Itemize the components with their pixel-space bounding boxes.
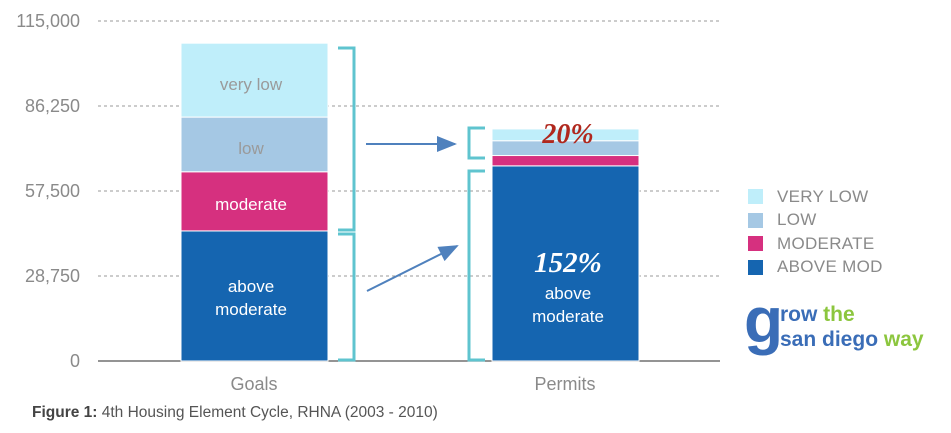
goals-above-label-line1: above (228, 277, 274, 296)
bar-goals-above-mod (180, 230, 329, 362)
figure-caption: Figure 1: 4th Housing Element Cycle, RHN… (32, 404, 438, 422)
bar-permits-very-low (491, 128, 640, 142)
caption-label: Figure 1: (32, 404, 98, 421)
goals-low-label: low (238, 139, 264, 158)
legend-label-very-low: VERY LOW (777, 186, 869, 206)
category-label-permits: Permits (534, 374, 595, 394)
y-tick-label: 86,250 (25, 96, 80, 116)
permits-above-label-line1: above (545, 284, 591, 303)
caption-text: 4th Housing Element Cycle, RHNA (2003 - … (97, 404, 438, 421)
legend-label-moderate: MODERATE (777, 233, 875, 253)
y-tick-label: 0 (70, 351, 80, 371)
legend-item-moderate: MODERATE (748, 232, 883, 256)
pct-152-annotation: 152% (534, 247, 602, 279)
legend-item-low: LOW (748, 209, 883, 233)
y-axis-ticks: 0 28,750 57,500 86,250 115,000 (16, 11, 80, 371)
bar-permits-moderate (491, 155, 640, 167)
goals-above-moderate-bracket (338, 232, 356, 362)
goals-above-label-line2: moderate (215, 300, 287, 319)
bar-goals-low (180, 116, 329, 173)
pct-20-annotation: 20% (541, 119, 593, 150)
bar-goals-very-low (180, 42, 329, 118)
legend-label-low: LOW (777, 210, 817, 230)
permits-lower-income-bracket (467, 126, 485, 160)
bar-goals-moderate (180, 171, 329, 232)
legend-swatch-above-mod (748, 259, 763, 275)
logo-line2: san diego way (780, 328, 924, 351)
permits-above-label-line2: moderate (532, 307, 604, 326)
logo-line1: row the (780, 303, 855, 326)
bar-permits-above-mod (491, 165, 640, 362)
permits-above-moderate-bracket (467, 169, 485, 362)
legend-swatch-moderate (748, 236, 763, 252)
goals-very-low-label: very low (220, 75, 283, 94)
y-tick-label: 28,750 (25, 266, 80, 286)
legend-item-above-mod: ABOVE MOD (748, 256, 883, 280)
category-label-goals: Goals (230, 374, 277, 394)
legend: VERY LOW LOW MODERATE ABOVE MOD (748, 185, 883, 279)
legend-swatch-very-low (748, 189, 763, 205)
stacked-bars (180, 42, 640, 362)
grow-the-san-diego-way-logo: g row the san diego way (744, 288, 944, 356)
legend-swatch-low (748, 212, 763, 228)
legend-item-very-low: VERY LOW (748, 185, 883, 209)
y-tick-label: 115,000 (16, 11, 80, 31)
above-moderate-arrow (366, 245, 459, 292)
goals-moderate-label: moderate (215, 195, 287, 214)
y-tick-label: 57,500 (25, 181, 80, 201)
legend-label-above-mod: ABOVE MOD (777, 257, 883, 277)
logo-g: g (744, 284, 783, 356)
goals-lower-income-bracket (338, 46, 356, 232)
